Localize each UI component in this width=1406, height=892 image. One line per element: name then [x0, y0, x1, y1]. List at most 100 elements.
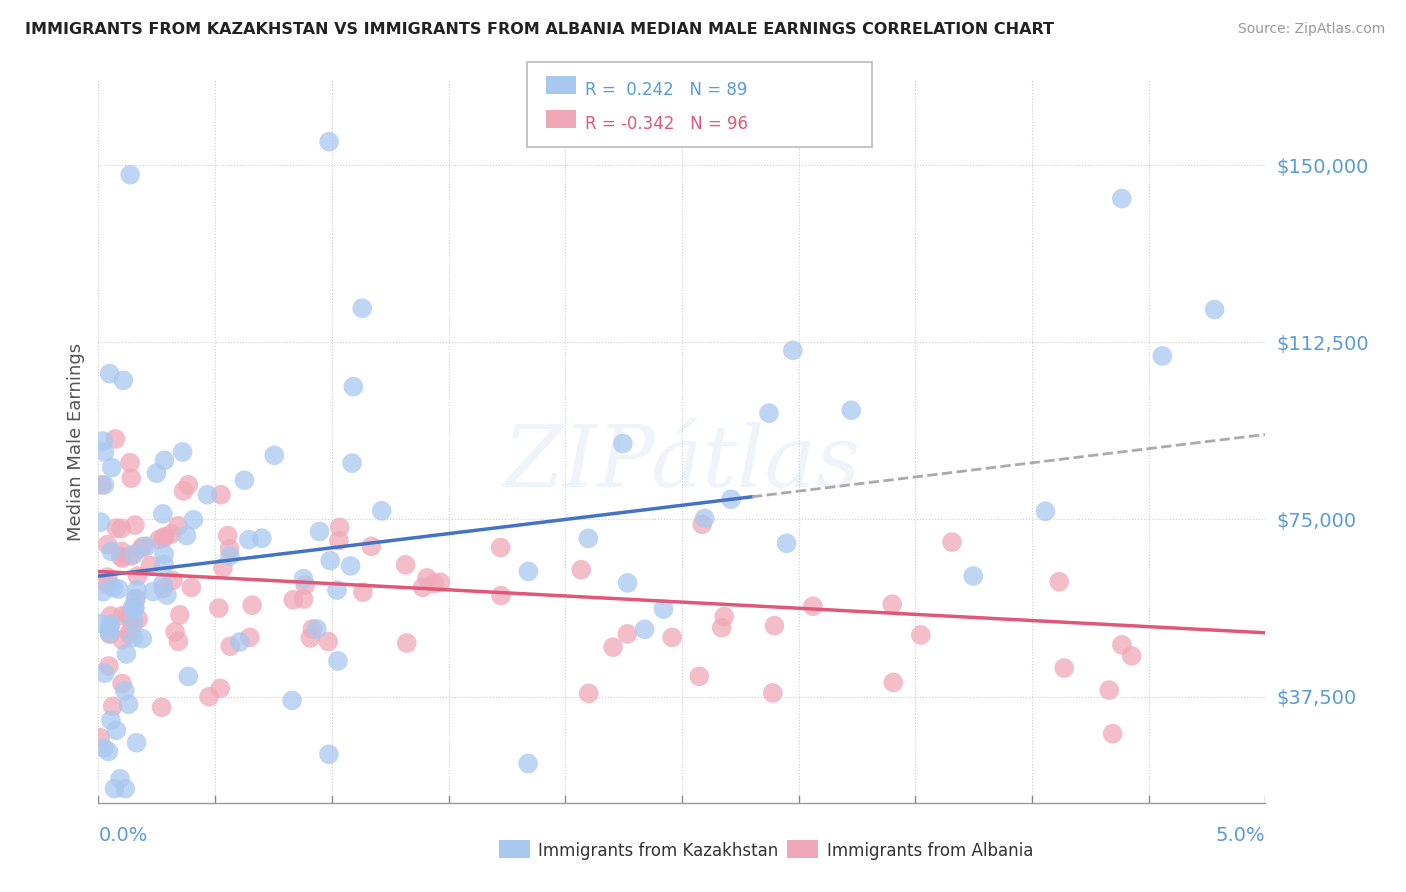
Point: [98, 627, 121, 641]
Point: [489, 589, 512, 603]
Point: [198, 690, 221, 704]
Point: [101, 699, 124, 714]
Point: [114, 683, 136, 698]
Point: [124, 591, 146, 606]
Point: [93, 478, 115, 492]
Point: [122, 631, 145, 645]
Point: [429, 575, 451, 590]
Point: [176, 528, 198, 542]
Point: [142, 584, 165, 599]
Point: [148, 533, 170, 547]
Point: [616, 627, 638, 641]
Point: [177, 669, 200, 683]
Point: [228, 635, 250, 649]
Point: [124, 601, 146, 615]
Text: ZIPátlas: ZIPátlas: [503, 422, 860, 505]
Point: [360, 539, 382, 553]
Point: [162, 574, 184, 588]
Point: [352, 585, 374, 599]
Point: [173, 483, 195, 498]
Point: [308, 524, 330, 539]
Point: [115, 647, 138, 661]
Point: [340, 456, 363, 470]
Point: [160, 527, 183, 541]
Point: [97, 538, 120, 552]
Y-axis label: Median Male Earnings: Median Male Earnings: [66, 343, 84, 541]
Point: [219, 549, 242, 563]
Point: [394, 558, 416, 572]
Point: [775, 536, 797, 550]
Point: [319, 553, 342, 567]
Text: Immigrants from Albania: Immigrants from Albania: [827, 842, 1033, 860]
Point: [153, 453, 176, 467]
Point: [98, 367, 121, 381]
Point: [1111, 638, 1133, 652]
Point: [152, 582, 174, 596]
Point: [100, 713, 122, 727]
Point: [305, 622, 328, 636]
Point: [1152, 349, 1174, 363]
Point: [111, 551, 134, 566]
Point: [316, 634, 339, 648]
Point: [180, 581, 202, 595]
Point: [121, 620, 143, 634]
Point: [962, 569, 984, 583]
Point: [98, 620, 121, 634]
Point: [111, 544, 134, 558]
Point: [135, 539, 157, 553]
Point: [132, 540, 155, 554]
Point: [117, 607, 139, 622]
Point: [238, 533, 260, 547]
Point: [219, 639, 242, 653]
Point: [129, 541, 152, 556]
Point: [152, 531, 174, 545]
Point: [283, 592, 305, 607]
Point: [395, 636, 418, 650]
Point: [710, 621, 733, 635]
Point: [693, 511, 716, 525]
Point: [240, 598, 263, 612]
Point: [762, 686, 785, 700]
Point: [688, 669, 710, 683]
Point: [801, 599, 824, 614]
Point: [100, 544, 122, 558]
Point: [292, 592, 315, 607]
Point: [263, 448, 285, 462]
Point: [517, 565, 540, 579]
Point: [97, 659, 120, 673]
Point: [212, 561, 235, 575]
Point: [122, 614, 145, 628]
Text: Immigrants from Kazakhstan: Immigrants from Kazakhstan: [538, 842, 779, 860]
Point: [1204, 302, 1226, 317]
Point: [339, 558, 361, 573]
Point: [569, 563, 592, 577]
Point: [121, 600, 143, 615]
Point: [98, 626, 121, 640]
Point: [89, 731, 111, 745]
Text: 0.0%: 0.0%: [98, 826, 148, 846]
Point: [117, 698, 139, 712]
Point: [91, 584, 114, 599]
Point: [97, 570, 120, 584]
Text: IMMIGRANTS FROM KAZAKHSTAN VS IMMIGRANTS FROM ALBANIA MEDIAN MALE EARNINGS CORRE: IMMIGRANTS FROM KAZAKHSTAN VS IMMIGRANTS…: [25, 22, 1054, 37]
Point: [153, 547, 176, 561]
Point: [301, 622, 323, 636]
Point: [239, 631, 262, 645]
Point: [423, 576, 446, 591]
Point: [1101, 727, 1123, 741]
Point: [97, 744, 120, 758]
Point: [169, 607, 191, 622]
Point: [93, 741, 115, 756]
Point: [101, 460, 124, 475]
Point: [326, 654, 349, 668]
Point: [153, 530, 176, 544]
Point: [152, 577, 174, 591]
Point: [107, 582, 129, 596]
Point: [882, 675, 904, 690]
Point: [183, 513, 205, 527]
Point: [370, 504, 392, 518]
Point: [131, 632, 153, 646]
Point: [576, 532, 599, 546]
Point: [100, 608, 122, 623]
Point: [90, 515, 112, 529]
